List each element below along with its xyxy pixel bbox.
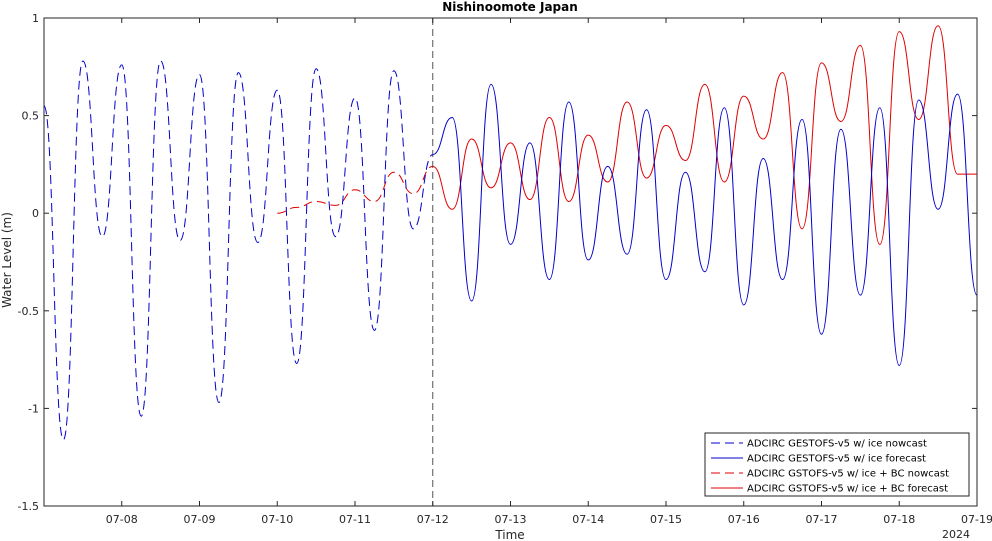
legend-entry-label: ADCIRC GESTOFS-v5 w/ ice forecast bbox=[747, 454, 926, 465]
y-axis-ticks: 1 0.5 0 -0.5 -1 -1.5 bbox=[18, 12, 977, 513]
y-tick-label: 0.5 bbox=[22, 110, 40, 123]
x-tick-label: 07-09 bbox=[184, 513, 216, 526]
x-tick-label: 07-10 bbox=[261, 513, 293, 526]
x-tick-label: 07-15 bbox=[650, 513, 682, 526]
x-axis-year-label: 2024 bbox=[942, 528, 970, 541]
series-line-adcirc-gstofs-v5-w-ice-bc-forecast bbox=[432, 25, 977, 245]
x-tick-label: 07-08 bbox=[106, 513, 138, 526]
y-tick-label: -1 bbox=[28, 402, 39, 415]
x-tick-label: 07-19 bbox=[961, 513, 992, 526]
legend-entry-label: ADCIRC GSTOFS-v5 w/ ice + BC forecast bbox=[747, 484, 948, 495]
chart-title: Nishinoomote Japan bbox=[442, 0, 578, 14]
legend-entry-label: ADCIRC GSTOFS-v5 w/ ice + BC nowcast bbox=[747, 469, 949, 480]
x-tick-label: 07-13 bbox=[495, 513, 527, 526]
y-axis-label: Water Level (m) bbox=[0, 212, 14, 308]
legend-box bbox=[704, 432, 970, 497]
plot-area: 07-08 07-09 07-10 07-11 07-12 07-13 07-14 07-15… bbox=[18, 12, 992, 526]
x-tick-label: 07-16 bbox=[728, 513, 760, 526]
x-tick-label: 07-17 bbox=[806, 513, 838, 526]
y-tick-label: 0 bbox=[32, 207, 39, 220]
series-layer bbox=[43, 25, 978, 441]
series-line-adcirc-gstofs-v5-w-ice-bc-nowcast bbox=[277, 165, 433, 214]
plot-frame bbox=[43, 17, 978, 507]
x-tick-label: 07-11 bbox=[339, 513, 371, 526]
y-tick-label: -0.5 bbox=[18, 305, 39, 318]
y-tick-label: 1 bbox=[32, 12, 39, 25]
x-tick-label: 07-14 bbox=[572, 513, 604, 526]
y-tick-label: -1.5 bbox=[18, 500, 39, 513]
legend-entry-label: ADCIRC GESTOFS-v5 w/ ice nowcast bbox=[747, 439, 927, 450]
x-axis-label: Time bbox=[494, 528, 524, 541]
series-line-adcirc-gestofs-v5-w-ice-forecast bbox=[432, 83, 978, 366]
legend: ADCIRC GESTOFS-v5 w/ ice nowcast ADCIRC G… bbox=[704, 432, 970, 497]
x-tick-label: 07-12 bbox=[417, 513, 449, 526]
x-tick-label: 07-18 bbox=[883, 513, 915, 526]
legend-items: ADCIRC GESTOFS-v5 w/ ice nowcast ADCIRC G… bbox=[711, 439, 949, 495]
x-axis-ticks: 07-08 07-09 07-10 07-11 07-12 07-13 07-14 07-15… bbox=[106, 18, 992, 526]
